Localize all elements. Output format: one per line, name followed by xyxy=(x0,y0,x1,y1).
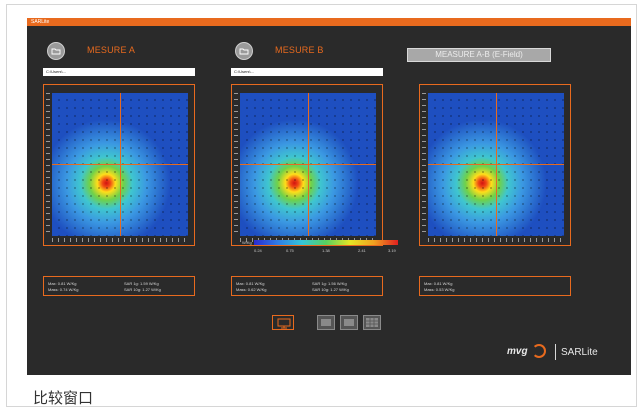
logo-divider xyxy=(555,344,556,360)
panel-mesure-a: MESURE A C:\Users\... Max: 0.81 W/Kg Mas… xyxy=(35,26,215,306)
stat-mass: Mass: 0.62 W/Kg xyxy=(236,287,267,292)
open-file-button-a[interactable] xyxy=(47,42,65,60)
sar-plot-b xyxy=(231,84,383,246)
crosshair-vertical xyxy=(496,93,497,236)
folder-icon xyxy=(51,48,61,55)
heatmap-a-b[interactable] xyxy=(428,93,564,236)
x-axis-ticks xyxy=(52,238,188,242)
file-path-field-a[interactable]: C:\Users\... xyxy=(43,68,195,76)
y-axis-ticks xyxy=(46,93,50,236)
layout-split-button[interactable] xyxy=(340,315,358,330)
stat-sar1g: SAR 1g: 1.59 W/Kg xyxy=(124,281,159,286)
y-axis-ticks xyxy=(234,93,238,236)
measure-a-b-button[interactable]: MEASURE A-B (E-Field) xyxy=(407,48,551,62)
scale-gradient xyxy=(254,240,398,245)
figure-caption: 比较窗口 xyxy=(33,389,94,407)
x-axis-ticks xyxy=(428,238,564,242)
stat-mass: Mass: 0.74 W/Kg xyxy=(48,287,79,292)
scale-tick: 0.24 xyxy=(254,248,262,253)
y-axis-ticks xyxy=(422,93,426,236)
layout-split-icon xyxy=(344,319,354,326)
layout-single-icon xyxy=(321,319,331,326)
stat-sar1g: SAR 1g: 1.56 W/Kg xyxy=(312,281,347,286)
sar-plot-a-b xyxy=(419,84,571,246)
stats-box-a-b: Max: 0.81 W/Kg Mass: 0.53 W/Kg xyxy=(419,276,571,296)
product-name: SARLite xyxy=(561,347,598,358)
sar-plot-a xyxy=(43,84,195,246)
scale-tick: 3.19 xyxy=(388,248,396,253)
mvg-logo-text: mvg xyxy=(507,346,528,357)
stat-sar10g: SAR 10g: 1.27 W/Kg xyxy=(312,287,349,292)
panel-measure-a-b: Max: 0.81 W/Kg Mass: 0.53 W/Kg xyxy=(411,26,591,306)
panel-title-b: MESURE B xyxy=(275,45,324,55)
file-path-field-b[interactable]: C:\Users\... xyxy=(231,68,383,76)
scale-unit: W/Kg xyxy=(242,240,252,245)
panel-title-a: MESURE A xyxy=(87,45,136,55)
stats-box-b: Max: 0.81 W/Kg Mass: 0.62 W/Kg SAR 1g: 1… xyxy=(231,276,383,296)
sarlite-window: SARLite MESURE A C:\Users\... xyxy=(27,18,631,375)
stat-max: Max: 0.81 W/Kg xyxy=(236,281,265,286)
open-file-button-b[interactable] xyxy=(235,42,253,60)
scale-tick: 1.38 xyxy=(322,248,330,253)
folder-icon xyxy=(239,48,249,55)
mvg-swirl-icon xyxy=(532,344,546,358)
grid-icon xyxy=(366,318,378,327)
scale-tick: 2.41 xyxy=(358,248,366,253)
monitor-icon xyxy=(277,318,291,329)
scale-tick: 0.75 xyxy=(286,248,294,253)
layout-grid-button[interactable] xyxy=(363,315,381,330)
heatmap-b[interactable] xyxy=(240,93,376,236)
layout-single-button[interactable] xyxy=(317,315,335,330)
stat-mass: Mass: 0.53 W/Kg xyxy=(424,287,455,292)
panel-mesure-b: MESURE B C:\Users\... Max: 0.81 W/Kg Mas… xyxy=(223,26,403,306)
heatmap-a[interactable] xyxy=(52,93,188,236)
image-frame: SARLite MESURE A C:\Users\... xyxy=(6,4,637,407)
stat-max: Max: 0.81 W/Kg xyxy=(48,281,77,286)
crosshair-vertical xyxy=(308,93,309,236)
color-scale: W/Kg 0.24 0.75 1.38 2.41 3.19 xyxy=(242,240,402,260)
display-mode-button[interactable] xyxy=(272,315,294,330)
window-title: SARLite xyxy=(31,19,50,25)
stat-max: Max: 0.81 W/Kg xyxy=(424,281,453,286)
crosshair-vertical xyxy=(120,93,121,236)
title-bar: SARLite xyxy=(27,18,631,26)
stat-sar10g: SAR 10g: 1.27 W/Kg xyxy=(124,287,161,292)
stats-box-a: Max: 0.81 W/Kg Mass: 0.74 W/Kg SAR 1g: 1… xyxy=(43,276,195,296)
brand-logo: mvg SARLite xyxy=(507,342,627,364)
